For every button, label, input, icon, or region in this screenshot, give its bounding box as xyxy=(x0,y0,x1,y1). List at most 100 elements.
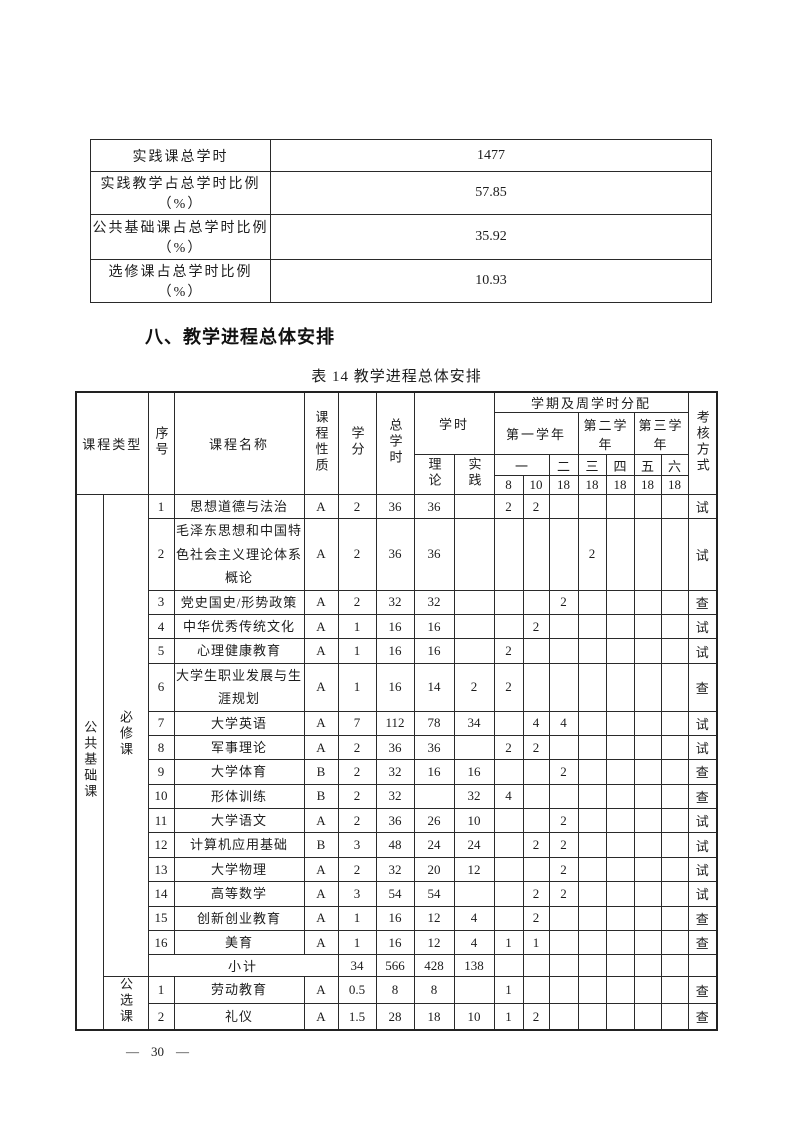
cell-week xyxy=(493,881,524,907)
cell-week xyxy=(577,638,607,664)
cell-week: 4 xyxy=(548,710,579,736)
cell-week: 2 xyxy=(522,832,550,858)
cell-week xyxy=(605,759,635,785)
cell-total: 48 xyxy=(375,832,415,858)
cell-week xyxy=(522,662,550,712)
cell-week: 1 xyxy=(493,930,524,956)
cell-week xyxy=(493,832,524,858)
cell-seq: 5 xyxy=(147,638,175,664)
cell-week xyxy=(577,832,607,858)
header-course-nature: 课程性质 xyxy=(303,391,339,495)
cell-assessment: 试 xyxy=(687,613,718,640)
cell-week xyxy=(660,954,689,978)
cell-week xyxy=(605,710,635,736)
course-row: 11 大学语文 A 2 36 26 10 2 试 xyxy=(76,808,718,834)
cell-assessment: 试 xyxy=(687,710,718,736)
page-number-value: 30 xyxy=(151,1044,164,1059)
cell-week xyxy=(605,1002,635,1031)
cell-seq: 13 xyxy=(147,856,175,883)
summary-label: 选修课占总学时比例（%） xyxy=(90,259,271,303)
cell-assessment: 试 xyxy=(687,638,718,664)
cell-course-name: 心理健康教育 xyxy=(173,638,305,664)
header-sem-2: 二 xyxy=(548,454,579,476)
course-row: 15 创新创业教育 A 1 16 12 4 2 查 xyxy=(76,905,718,932)
cell-total: 36 xyxy=(375,493,415,520)
header-weeks: 18 xyxy=(577,475,607,495)
header-sem-4: 四 xyxy=(605,454,635,476)
cell-week xyxy=(660,710,689,736)
cell-assessment: 试 xyxy=(687,881,718,907)
cell-week xyxy=(633,856,662,883)
cell-seq: 1 xyxy=(147,976,175,1004)
header-course-nature-label: 课程性质 xyxy=(313,409,329,474)
header-theory: 理论 xyxy=(413,454,455,495)
course-row: 4 中华优秀传统文化 A 1 16 16 2 试 xyxy=(76,613,718,640)
cell-week: 2 xyxy=(493,638,524,664)
header-weeks: 18 xyxy=(548,475,579,495)
course-row: 9 大学体育 B 2 32 16 16 2 查 xyxy=(76,759,718,785)
header-row: 第一学年 第二学年 第三学年 xyxy=(76,412,717,455)
course-row: 2 礼仪 A 1.5 28 18 10 1 2 查 xyxy=(76,1002,718,1031)
cell-week xyxy=(633,662,662,712)
cell-week xyxy=(633,589,662,615)
cell-week xyxy=(577,976,607,1004)
cell-total: 28 xyxy=(375,1002,415,1031)
cell-week xyxy=(493,856,524,883)
page-number-dash: — xyxy=(176,1044,189,1059)
cell-week xyxy=(633,881,662,907)
cell-course-name: 党史国史/形势政策 xyxy=(173,589,305,615)
cell-week xyxy=(605,930,635,956)
cell-week: 1 xyxy=(493,976,524,1004)
cell-course-name: 思想道德与法治 xyxy=(173,493,305,520)
cell-seq: 14 xyxy=(147,881,175,907)
cell-week xyxy=(548,954,579,978)
cell-practice xyxy=(453,976,495,1004)
cell-week xyxy=(548,613,579,640)
course-row: 10 形体训练 B 2 32 32 4 查 xyxy=(76,783,718,810)
section-heading: 八、教学进程总体安排 xyxy=(145,327,335,347)
cell-practice xyxy=(453,734,495,761)
cell-required-group: 必修课 xyxy=(102,493,149,978)
cell-theory: 16 xyxy=(413,638,455,664)
cell-week xyxy=(605,662,635,712)
cell-week xyxy=(660,832,689,858)
cell-nature: A xyxy=(303,493,339,520)
course-row: 5 心理健康教育 A 1 16 16 2 试 xyxy=(76,638,718,664)
header-practice: 实践 xyxy=(453,454,495,495)
cell-week xyxy=(493,905,524,932)
cell-week xyxy=(660,518,689,591)
cell-week xyxy=(660,662,689,712)
cell-assessment: 查 xyxy=(687,930,718,956)
cell-total: 32 xyxy=(375,589,415,615)
cell-week xyxy=(522,589,550,615)
summary-label: 实践教学占总学时比例（%） xyxy=(90,171,271,215)
cell-nature: A xyxy=(303,638,339,664)
cell-assessment: 查 xyxy=(687,662,718,712)
cell-practice: 16 xyxy=(453,759,495,785)
header-weeks: 10 xyxy=(522,475,550,495)
cell-week xyxy=(633,783,662,810)
cell-week: 2 xyxy=(548,856,579,883)
cell-week xyxy=(577,954,607,978)
cell-seq: 15 xyxy=(147,905,175,932)
cell-week: 2 xyxy=(493,662,524,712)
cell-credits: 2 xyxy=(337,759,377,785)
summary-label: 实践课总学时 xyxy=(90,139,271,172)
cell-week xyxy=(633,710,662,736)
course-row: 8 军事理论 A 2 36 36 2 2 试 xyxy=(76,734,718,761)
cell-week xyxy=(548,930,579,956)
cell-week xyxy=(633,930,662,956)
cell-seq: 2 xyxy=(147,1002,175,1031)
course-row: 公共基础课 必修课 1 思想道德与法治 A 2 36 36 2 2 试 xyxy=(75,493,718,1031)
cell-credits: 1 xyxy=(337,613,377,640)
cell-assessment: 查 xyxy=(687,759,718,785)
cell-week: 2 xyxy=(522,493,550,520)
cell-week: 2 xyxy=(493,493,524,520)
cell-total: 16 xyxy=(375,930,415,956)
cell-week xyxy=(522,954,550,978)
cell-assessment: 查 xyxy=(687,589,718,615)
summary-value: 10.93 xyxy=(270,259,712,303)
cell-week xyxy=(605,832,635,858)
cell-week xyxy=(548,493,579,520)
